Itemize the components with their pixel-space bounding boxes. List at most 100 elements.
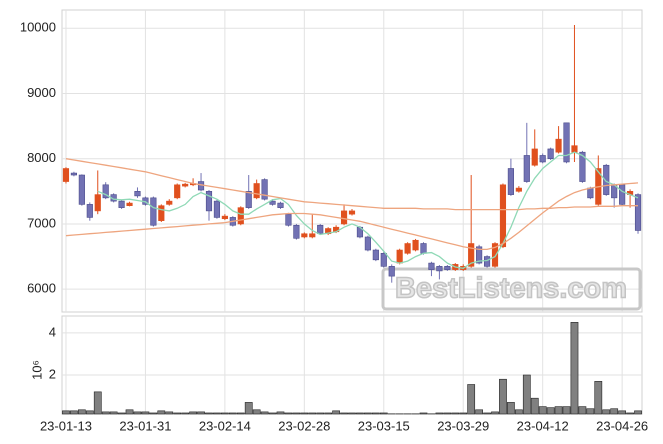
volume-bar [475, 409, 483, 415]
volume-bar [101, 411, 110, 415]
candle-body [317, 224, 324, 235]
volume-bar [117, 412, 126, 415]
volume-bar [546, 407, 555, 415]
volume-bar [538, 406, 547, 415]
volume-bar [340, 412, 348, 415]
candle-body [213, 200, 221, 218]
volume-bar [228, 412, 237, 415]
volume-bar [626, 412, 634, 415]
volume-bar [300, 412, 309, 415]
candle-body [102, 184, 109, 199]
volume-bar [213, 412, 221, 415]
y-tick-label: 4 [49, 324, 56, 339]
volume-bar [316, 412, 325, 415]
volume-bar [62, 410, 70, 415]
volume-bar [332, 410, 340, 415]
moving-average-line [65, 158, 638, 211]
candle-body [118, 200, 125, 208]
candle-body [364, 236, 371, 251]
volume-bar [308, 412, 317, 415]
candle-body [428, 262, 435, 270]
x-tick-label: 23-02-14 [199, 418, 251, 433]
candle-body [539, 155, 546, 163]
volume-bar [371, 412, 380, 415]
candle-body [237, 207, 244, 225]
volume-bar [133, 411, 142, 415]
watermark-box [381, 267, 642, 311]
volume-bar [467, 384, 476, 415]
volume-bar [507, 402, 515, 415]
volume-bar [634, 410, 642, 415]
y-tick-label: 7000 [27, 215, 56, 230]
volume-bar [292, 412, 301, 415]
candle-body [468, 243, 475, 267]
volume-bar [324, 412, 333, 415]
volume-bar [236, 412, 245, 415]
candle-body [436, 266, 443, 272]
volume-bar [530, 397, 539, 415]
candle-body [182, 183, 189, 187]
candle-body [587, 187, 594, 199]
candle-body [174, 184, 181, 199]
candle-body [531, 148, 538, 166]
candle-body [348, 210, 356, 215]
volume-bar [276, 411, 285, 415]
watermark: BestListens.com [381, 267, 642, 311]
volume-bar [70, 410, 78, 415]
volume-bar [244, 402, 253, 415]
volume-bar [205, 412, 213, 415]
candle-body [491, 243, 499, 267]
candle-body [547, 148, 554, 160]
candle-body [205, 191, 213, 212]
volume-bar [268, 412, 277, 415]
volume-bar [578, 406, 587, 415]
volume-bar [77, 409, 86, 415]
volume-bar [157, 410, 166, 415]
volume-bar [93, 391, 102, 415]
candle-body [412, 239, 419, 251]
volume-bar [483, 412, 491, 415]
volume-bar [85, 410, 94, 415]
x-tick-label: 23-01-31 [119, 418, 171, 433]
volume-bar [125, 409, 134, 415]
candle-body [619, 184, 626, 205]
x-tick-label: 23-04-12 [517, 418, 569, 433]
candle-body [86, 204, 93, 218]
volume-bar [356, 412, 364, 415]
candle-body [515, 187, 522, 192]
candle-body [150, 197, 157, 226]
volume-bar [149, 412, 158, 415]
candle-body [221, 215, 228, 220]
volume-bar [165, 411, 174, 415]
volume-bar [221, 412, 229, 415]
volume-bar [189, 411, 197, 415]
candle-body [197, 181, 205, 191]
candle-body [166, 200, 173, 205]
volume-bar [459, 412, 468, 415]
volume-bar [197, 411, 205, 415]
candle-body [293, 224, 300, 239]
candle-body [571, 145, 578, 153]
x-tick-label: 23-03-15 [358, 418, 410, 433]
volume-bar [514, 409, 523, 415]
candle-body [603, 164, 610, 195]
candle-body [134, 191, 141, 197]
y-tick-label: 9000 [27, 85, 56, 100]
candle-body [94, 194, 101, 212]
volume-panel [61, 315, 643, 415]
volume-bar [522, 374, 531, 415]
volume-bar [570, 322, 579, 415]
candle-body [507, 168, 514, 195]
volume-bar [419, 412, 428, 415]
moving-average-line [97, 151, 639, 269]
volume-bar [554, 406, 563, 415]
candle-body [388, 266, 395, 277]
candle-body [261, 179, 268, 200]
candle-body [245, 191, 252, 208]
x-tick-label: 23-04-26 [596, 418, 648, 433]
candle-body [476, 246, 483, 264]
candle-body [483, 256, 491, 267]
candle-body [301, 233, 308, 238]
volume-bar [586, 408, 595, 415]
